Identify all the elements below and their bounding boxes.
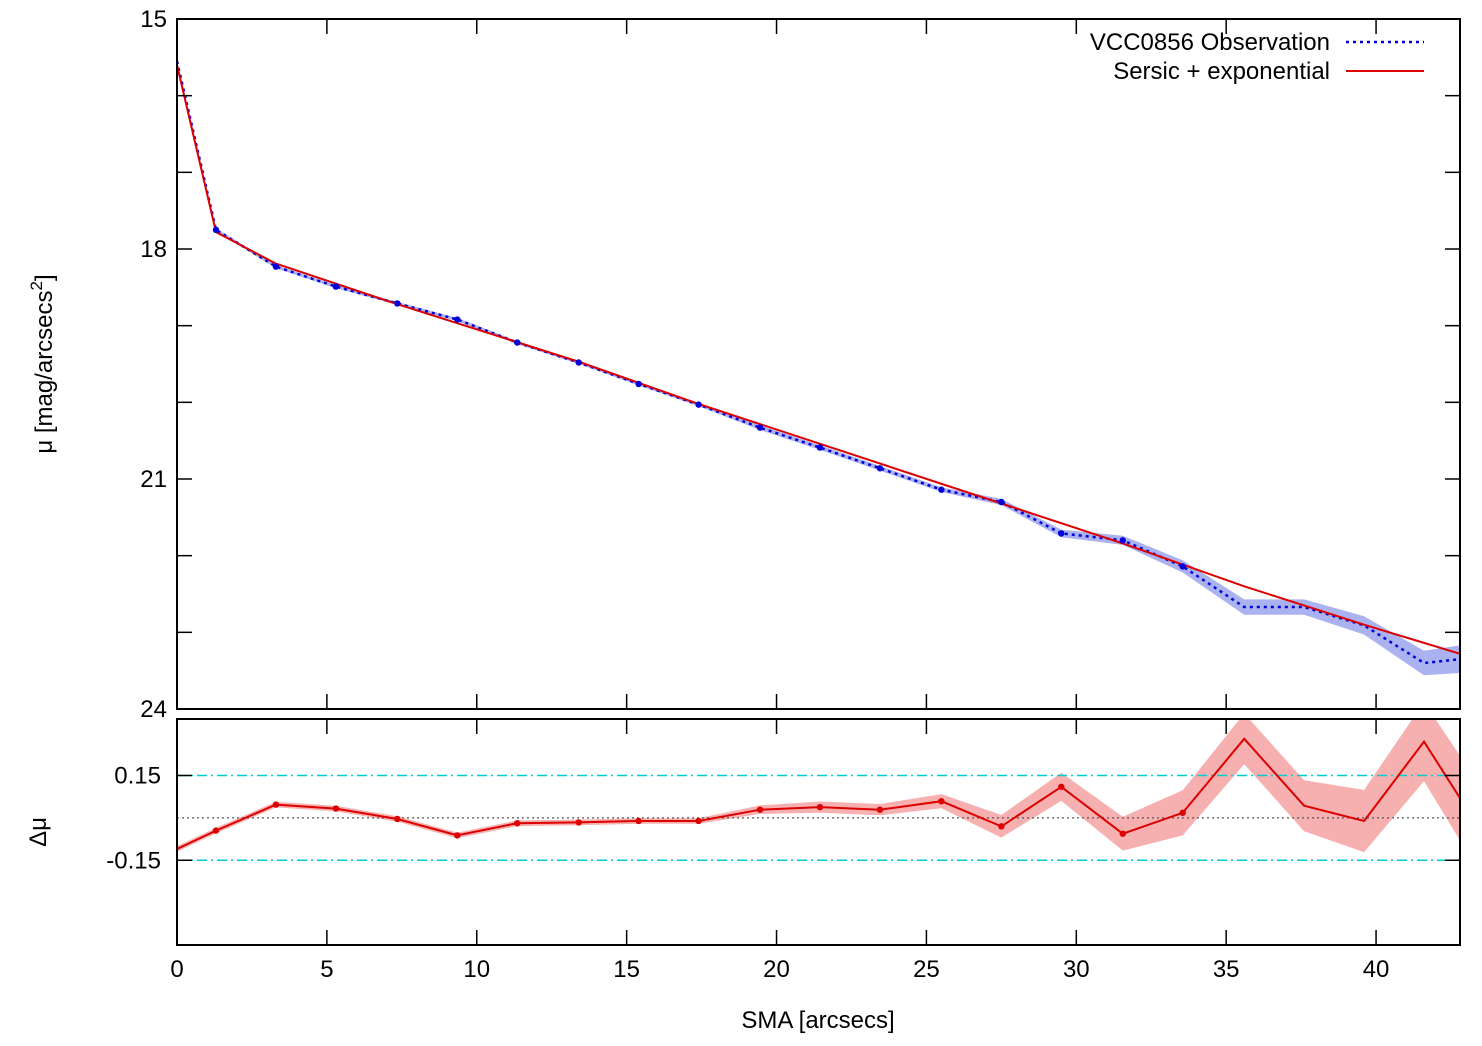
- residual-point: [332, 805, 340, 812]
- y-axis-label-residual: Δμ: [25, 817, 52, 847]
- profile-plot-frame: [176, 18, 1461, 710]
- series-line-observation: [177, 60, 1460, 665]
- residual-point: [272, 801, 280, 808]
- residual-point: [998, 823, 1005, 830]
- y-tick-label-profile: 24: [140, 696, 167, 723]
- y-tick-label-profile: 21: [140, 466, 167, 493]
- x-tick-label: 25: [913, 956, 940, 983]
- observation-point: [332, 283, 340, 290]
- y-tick-label-residual: -0.15: [106, 847, 161, 874]
- observation-point: [695, 401, 702, 408]
- residual-point: [1058, 783, 1065, 790]
- legend-label-observation: VCC0856 Observation: [1090, 29, 1330, 56]
- residual-point: [756, 806, 764, 813]
- residual-error-band: [177, 719, 1460, 853]
- observation-point: [938, 486, 945, 493]
- legend: VCC0856 Observation Sersic + exponential: [1090, 29, 1424, 85]
- observation-point: [998, 498, 1005, 506]
- residual-point: [816, 803, 824, 811]
- y-axis-label-profile: μ [mag/arcsecs2]: [27, 274, 58, 453]
- observation-point: [454, 316, 461, 323]
- residual-point: [1119, 830, 1126, 837]
- x-tick-label: 20: [763, 956, 790, 983]
- observation-point: [212, 226, 220, 234]
- legend-label-model: Sersic + exponential: [1113, 58, 1330, 85]
- series-line-model: [177, 64, 1460, 655]
- x-tick-label: 10: [463, 956, 490, 983]
- residual-point: [454, 832, 461, 839]
- observation-point: [1058, 530, 1065, 537]
- residual-point: [212, 827, 220, 834]
- observation-point: [756, 424, 764, 431]
- observation-point: [514, 339, 521, 346]
- residual-point: [938, 798, 945, 805]
- y-tick-label-profile: 18: [140, 236, 167, 263]
- observation-point: [635, 380, 642, 388]
- residual-point: [575, 819, 582, 826]
- x-axis-label: SMA [arcsecs]: [741, 1007, 894, 1034]
- residual-plot-frame: [176, 718, 1461, 946]
- x-tick-label: 35: [1213, 956, 1240, 983]
- residual-point: [514, 820, 521, 827]
- x-tick-label: 0: [170, 956, 183, 983]
- x-tick-label: 30: [1063, 956, 1090, 983]
- x-tick-label: 40: [1363, 956, 1390, 983]
- observation-point: [272, 263, 280, 270]
- observation-point: [394, 300, 401, 307]
- observation-point: [1119, 537, 1126, 544]
- observation-error-band: [177, 59, 1460, 676]
- profile-panel: 15 18 21 24 μ [mag/arcsecs2]: [27, 6, 1461, 723]
- residual-point: [394, 815, 401, 823]
- residual-point: [695, 817, 702, 825]
- y-tick-label-profile: 15: [140, 6, 167, 33]
- observation-point: [876, 465, 884, 472]
- residual-panel: 0.15 -0.15 0 5 10 15 20 25 30 35 40 Δμ SMA [arcsec…: [25, 718, 1461, 1034]
- x-tick-label: 15: [613, 956, 640, 983]
- observation-point: [575, 359, 582, 366]
- residual-point: [1179, 809, 1186, 816]
- residual-point: [876, 806, 884, 813]
- residual-point: [635, 817, 642, 825]
- observation-point: [1179, 563, 1186, 570]
- y-tick-label-residual: 0.15: [114, 763, 161, 790]
- x-tick-label: 5: [320, 956, 333, 983]
- observation-point: [816, 444, 824, 451]
